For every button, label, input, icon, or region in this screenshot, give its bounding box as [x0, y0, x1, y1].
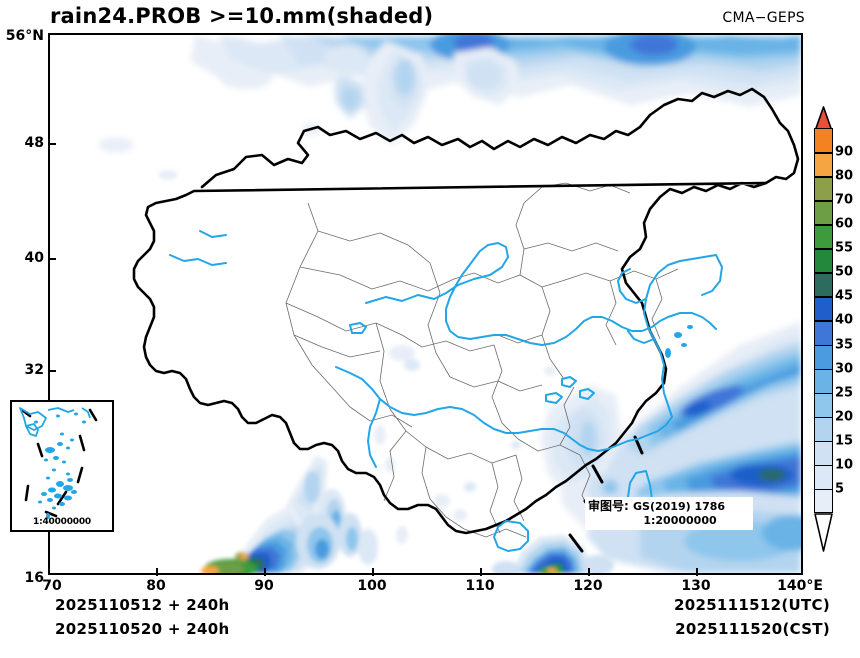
colorbar-segment-35 [814, 344, 833, 369]
footer-init-utc: 2025110512 + 240h [55, 596, 230, 614]
colorbar-segment-55 [814, 248, 833, 273]
colorbar-segment-25 [814, 392, 833, 417]
colorbar-divider [814, 488, 833, 491]
page-title: rain24.PROB >=10.mm(shaded) [50, 4, 434, 28]
colorbar-tick-40: 40 [835, 312, 854, 328]
y-tick-label-32: 32 [24, 362, 44, 378]
colorbar-segment-15 [814, 440, 833, 465]
footer-valid-utc: 2025111512(UTC) [673, 596, 830, 614]
colorbar-divider [814, 248, 833, 250]
colorbar: 90 80 70 60 55 50 45 40 35 30 25 20 15 1… [814, 128, 853, 513]
y-tick-mark [48, 258, 56, 260]
colorbar-segment-45 [814, 296, 833, 321]
colorbar-segment-10 [814, 464, 833, 489]
colorbar-tick-5: 5 [835, 481, 845, 497]
y-tick-mark [48, 143, 56, 145]
y-tick-mark [48, 370, 56, 372]
x-tick-label-90: 90 [254, 578, 274, 594]
colorbar-segment-40 [814, 320, 833, 345]
colorbar-tick-60: 60 [835, 216, 854, 232]
colorbar-segment-30 [814, 368, 833, 393]
map-approval-box: 审图号: GS(2019) 1786 1:20000000 [585, 497, 753, 530]
colorbar-tick-80: 80 [835, 168, 854, 184]
colorbar-tick-25: 25 [835, 385, 854, 401]
precipitation-shading-layer [50, 35, 801, 573]
colorbar-divider [814, 296, 833, 298]
x-tick-label-110: 110 [465, 578, 495, 594]
colorbar-tick-20: 20 [835, 409, 854, 425]
colorbar-tick-90: 90 [835, 144, 854, 160]
colorbar-tick-50: 50 [835, 264, 854, 280]
colorbar-tick-35: 35 [835, 337, 854, 353]
y-tick-label-56: 56°N [5, 28, 44, 44]
colorbar-divider [814, 392, 833, 395]
south-china-sea-inset-map: 1:40000000 [10, 400, 114, 532]
y-tick-label-40: 40 [24, 250, 44, 266]
colorbar-divider [814, 200, 833, 202]
colorbar-divider [814, 272, 833, 274]
colorbar-bottom-arrow [814, 513, 833, 553]
colorbar-divider [814, 440, 833, 443]
colorbar-top-arrow [814, 106, 833, 132]
colorbar-divider [814, 176, 833, 178]
x-tick-label-120: 120 [573, 578, 603, 594]
x-tick-label-130: 130 [681, 578, 711, 594]
colorbar-tick-70: 70 [835, 192, 854, 208]
x-tick-label-70: 70 [42, 578, 62, 594]
footer-init-cst: 2025110520 + 240h [55, 620, 230, 638]
colorbar-tick-30: 30 [835, 361, 854, 377]
colorbar-tick-10: 10 [835, 457, 854, 473]
colorbar-divider [814, 224, 833, 226]
y-tick-label-48: 48 [24, 135, 44, 151]
colorbar-segment-20 [814, 416, 833, 441]
model-label: CMA−GEPS [722, 10, 805, 26]
y-tick-label-16: 16 [24, 570, 44, 586]
colorbar-tick-45: 45 [835, 288, 854, 304]
geography-layer [50, 35, 801, 573]
colorbar-divider [814, 464, 833, 467]
colorbar-segment-5 [814, 488, 833, 513]
colorbar-segment-90 [814, 152, 833, 177]
colorbar-divider [814, 344, 833, 347]
x-tick-mark [372, 568, 374, 576]
footer-valid-cst: 2025111520(CST) [675, 620, 830, 638]
colorbar-divider [814, 320, 833, 322]
colorbar-tick-55: 55 [835, 240, 854, 256]
colorbar-segment-60 [814, 224, 833, 249]
x-tick-mark [588, 568, 590, 576]
map-plot-area [48, 33, 803, 575]
inset-scale-label: 1:40000000 [33, 517, 91, 527]
colorbar-divider [814, 368, 833, 371]
colorbar-segment-max [814, 128, 833, 153]
x-tick-label-80: 80 [146, 578, 166, 594]
x-tick-label-140: 140°E [777, 578, 823, 594]
approval-number: GS(2019) 1786 [633, 500, 726, 513]
x-tick-label-100: 100 [357, 578, 387, 594]
colorbar-divider [814, 416, 833, 419]
colorbar-segment-80 [814, 176, 833, 201]
colorbar-segment-50 [814, 272, 833, 297]
x-tick-mark [156, 568, 158, 576]
x-tick-mark [264, 568, 266, 576]
x-tick-mark [696, 568, 698, 576]
approval-label: 审图号: [588, 499, 629, 513]
x-tick-mark [480, 568, 482, 576]
colorbar-segment-70 [814, 200, 833, 225]
colorbar-tick-15: 15 [835, 433, 854, 449]
approval-scale: 1:20000000 [643, 514, 717, 527]
colorbar-divider [814, 152, 833, 154]
